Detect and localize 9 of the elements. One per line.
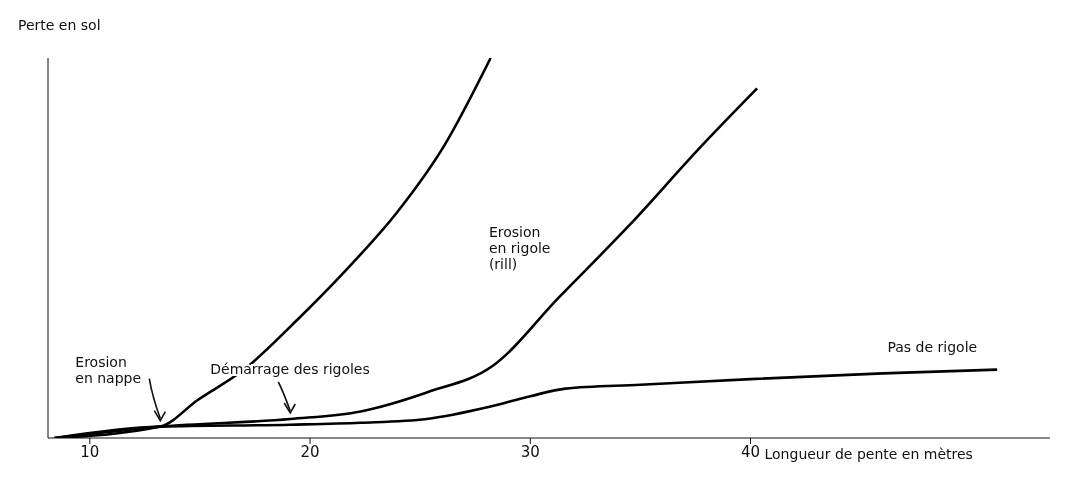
- y-axis-title: Perte en sol: [18, 17, 101, 33]
- x-tick-label: 30: [520, 442, 540, 461]
- x-axis-title: Longueur de pente en mètres: [764, 446, 973, 462]
- x-tick-label: 10: [80, 442, 100, 461]
- series-label: Erosion en rigole (rill): [488, 224, 551, 273]
- annotation: Erosion en nappe: [75, 353, 142, 386]
- series-label: Pas de rigole: [887, 338, 978, 355]
- x-tick-label: 20: [300, 442, 320, 461]
- x-tick-label: 40: [740, 442, 761, 461]
